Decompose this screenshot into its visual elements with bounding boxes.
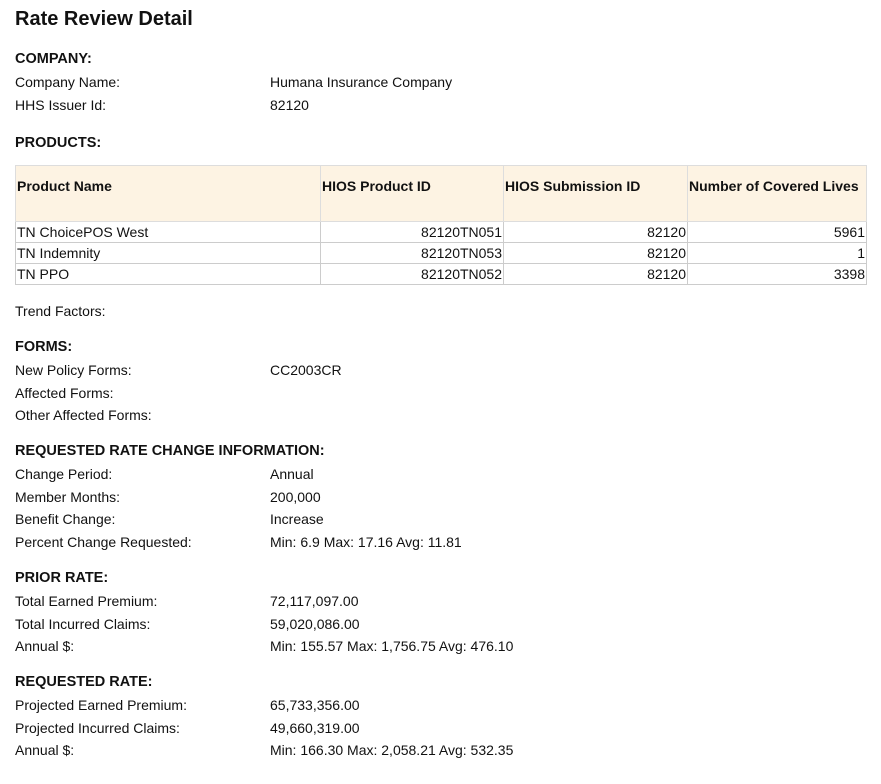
table-row: TN ChoicePOS West 82120TN051 82120 5961 (15, 221, 867, 243)
cell: 82120TN053 (320, 242, 504, 264)
cell: 82120 (503, 263, 688, 285)
page-title: Rate Review Detail (15, 8, 193, 30)
cell: TN ChoicePOS West (15, 221, 321, 243)
field-row: Other Affected Forms: (15, 404, 867, 427)
field-row: Member Months: 200,000 (15, 486, 867, 509)
cell: TN PPO (15, 263, 321, 285)
section-heading: REQUESTED RATE: (15, 674, 153, 690)
field-row: Benefit Change: Increase (15, 508, 867, 531)
section-heading: PRIOR RATE: (15, 570, 109, 586)
field-label: Percent Change Requested: (15, 534, 192, 551)
field-value: 65,733,356.00 (270, 697, 360, 713)
table-row: TN PPO 82120TN052 82120 3398 (15, 263, 867, 285)
field-row: Trend Factors: (15, 300, 867, 323)
field-label: HHS Issuer Id: (15, 96, 107, 113)
cell: 82120 (503, 242, 688, 264)
field-row: Projected Earned Premium: 65,733,356.00 (15, 694, 867, 717)
cell: 5961 (687, 221, 867, 243)
field-value: 59,020,086.00 (270, 615, 360, 632)
requested-rate-section: REQUESTED RATE: Projected Earned Premium… (15, 671, 867, 762)
field-row: Projected Incurred Claims: 49,660,319.00 (15, 717, 867, 740)
field-value: 82120 (270, 96, 309, 113)
field-label: New Policy Forms: (15, 362, 132, 378)
table-header: Product Name HIOS Product ID HIOS Submis… (15, 165, 867, 222)
field-label: Affected Forms: (15, 384, 114, 401)
field-row: Annual $: Min: 155.57 Max: 1,756.75 Avg: … (15, 635, 867, 658)
field-value: Min: 166.30 Max: 2,058.21 Avg: 532.35 (270, 742, 514, 759)
column-header: Number of Covered Lives (687, 165, 867, 222)
field-value: 49,660,319.00 (270, 719, 360, 736)
field-label: Company Name: (15, 74, 121, 90)
section-heading: FORMS: (15, 339, 73, 355)
cell: 82120TN052 (320, 263, 504, 285)
column-header: HIOS Submission ID (503, 165, 688, 222)
requested-info-section: REQUESTED RATE CHANGE INFORMATION: Chang… (15, 440, 867, 554)
field-row: HHS Issuer Id: 82120 (15, 94, 867, 117)
products-section: PRODUCTS: (15, 132, 867, 155)
field-label: Member Months: (15, 488, 121, 505)
column-header: Product Name (15, 165, 321, 222)
cell: 3398 (687, 263, 867, 285)
field-row: Change Period: Annual (15, 463, 867, 486)
field-row: Total Incurred Claims: 59,020,086.00 (15, 613, 867, 636)
prior-rate-section: PRIOR RATE: Total Earned Premium: 72,117,… (15, 567, 867, 658)
section-heading: PRODUCTS: (15, 135, 102, 151)
cell: 1 (687, 242, 867, 264)
field-value: Increase (270, 511, 324, 528)
products-table: Product Name HIOS Product ID HIOS Submis… (15, 165, 867, 285)
field-label: Total Incurred Claims: (15, 615, 151, 632)
field-label: Projected Incurred Claims: (15, 719, 180, 736)
field-row: Annual $: Min: 166.30 Max: 2,058.21 Avg: … (15, 739, 867, 762)
field-label: Other Affected Forms: (15, 407, 152, 424)
field-label: Projected Earned Premium: (15, 697, 187, 713)
cell: 82120 (503, 221, 688, 243)
field-value: Min: 6.9 Max: 17.16 Avg: 11.81 (270, 534, 462, 551)
section-heading: COMPANY: (15, 51, 92, 67)
field-label: Annual $: (15, 638, 75, 655)
field-row: Company Name: Humana Insurance Company (15, 71, 867, 94)
section-heading: REQUESTED RATE CHANGE INFORMATION: (15, 443, 325, 459)
field-value: Humana Insurance Company (270, 74, 453, 90)
field-value: Annual (270, 466, 314, 482)
cell: TN Indemnity (15, 242, 321, 264)
forms-section: FORMS: New Policy Forms: CC2003CR Affecte… (15, 336, 867, 427)
field-label: Total Earned Premium: (15, 593, 158, 609)
company-section: COMPANY: Company Name: Humana Insurance C… (15, 48, 867, 116)
field-label: Trend Factors: (15, 303, 106, 319)
field-row: Affected Forms: (15, 382, 867, 405)
field-value: 72,117,097.00 (270, 593, 359, 609)
field-label: Change Period: (15, 466, 113, 482)
trend-section: Trend Factors: (15, 300, 867, 323)
column-header: HIOS Product ID (320, 165, 504, 222)
field-row: New Policy Forms: CC2003CR (15, 359, 867, 382)
field-label: Benefit Change: (15, 511, 116, 528)
field-value: 200,000 (270, 488, 321, 505)
field-row: Percent Change Requested: Min: 6.9 Max: 1… (15, 531, 867, 554)
field-row: Total Earned Premium: 72,117,097.00 (15, 590, 867, 613)
cell: 82120TN051 (320, 221, 504, 243)
field-label: Annual $: (15, 742, 75, 759)
field-value: CC2003CR (270, 362, 342, 378)
table-row: TN Indemnity 82120TN053 82120 1 (15, 242, 867, 264)
field-value: Min: 155.57 Max: 1,756.75 Avg: 476.10 (270, 638, 514, 655)
